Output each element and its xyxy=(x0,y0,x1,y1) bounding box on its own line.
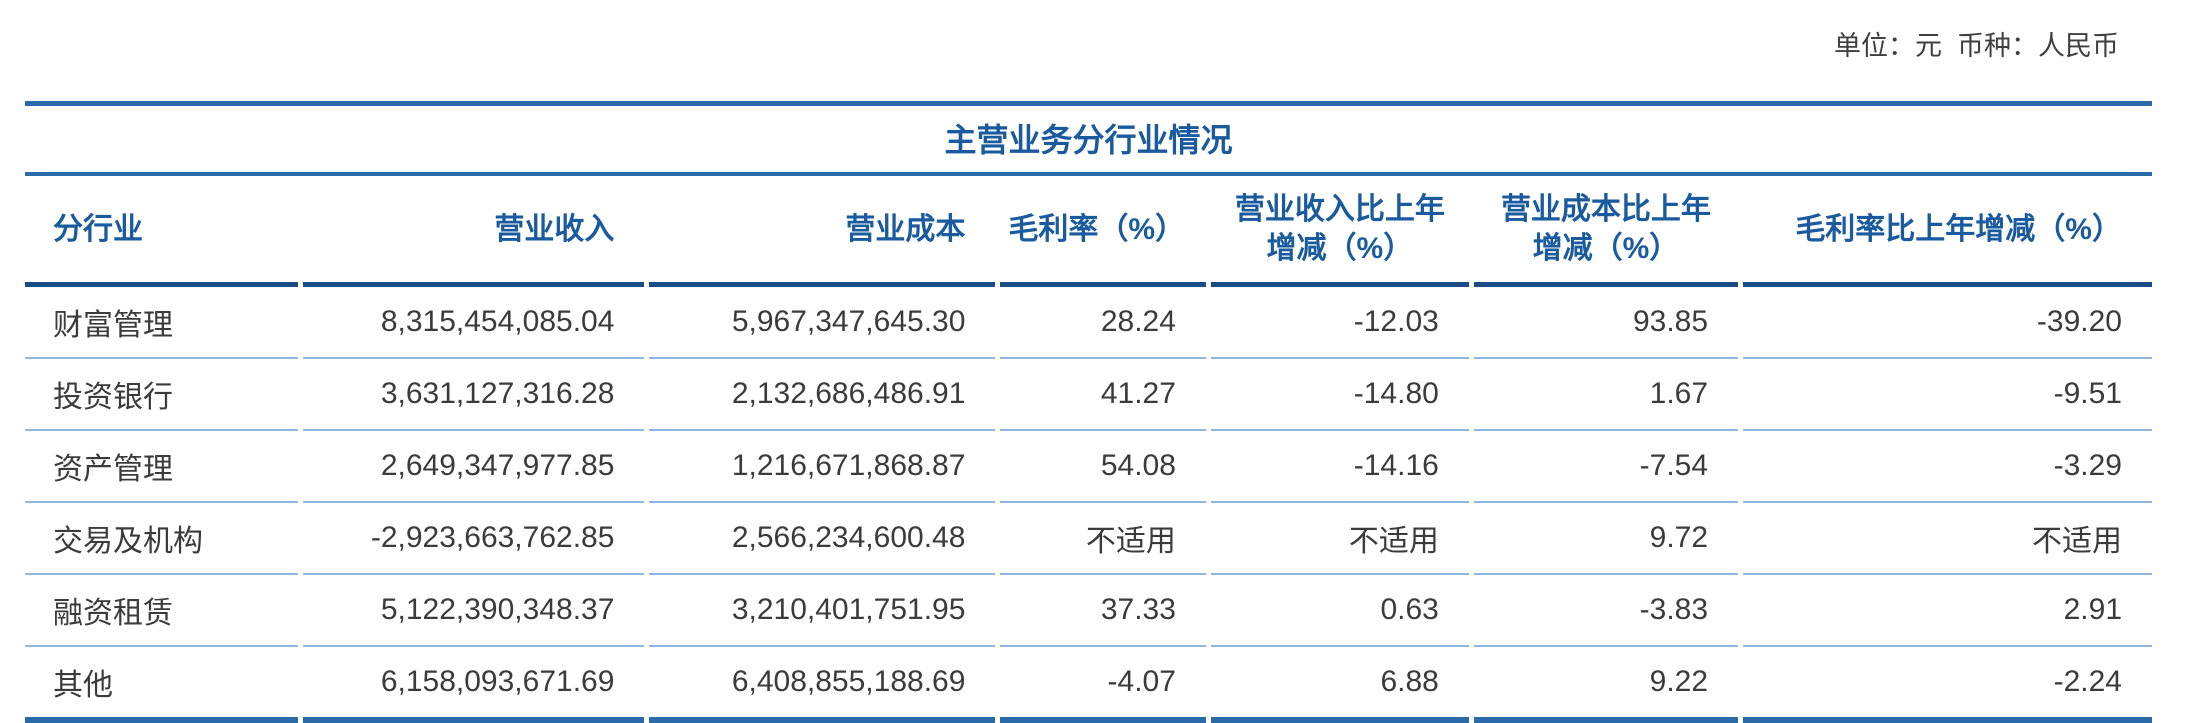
cell-industry: 交易及机构 xyxy=(25,503,298,575)
cell-gross-margin: 41.27 xyxy=(1000,359,1206,431)
table-header-row: 分行业 营业收入 营业成本 毛利率（%） 营业收入比上年 增减（%） 营业成本比… xyxy=(25,176,2152,287)
table-row: 交易及机构 -2,923,663,762.85 2,566,234,600.48… xyxy=(25,503,2152,575)
cell-cost-yoy: -7.54 xyxy=(1473,431,1739,503)
cell-gross-margin: 54.08 xyxy=(1000,431,1206,503)
col-header-cost: 营业成本 xyxy=(649,176,996,287)
cell-cost: 1,216,671,868.87 xyxy=(649,431,996,503)
col-header-revenue-yoy-change: 营业收入比上年 增减（%） xyxy=(1210,176,1469,287)
cell-margin-yoy: 不适用 xyxy=(1743,503,2152,575)
col-header-margin-yoy-change: 毛利率比上年增减（%） xyxy=(1743,176,2152,287)
table-row: 投资银行 3,631,127,316.28 2,132,686,486.91 4… xyxy=(25,359,2152,431)
cell-revenue: 2,649,347,977.85 xyxy=(302,431,645,503)
cell-cost-yoy: 1.67 xyxy=(1473,359,1739,431)
cell-cost-yoy: -3.83 xyxy=(1473,575,1739,647)
col-header-cost-yoy-change: 营业成本比上年 增减（%） xyxy=(1473,176,1739,287)
industry-segment-table: 主营业务分行业情况 分行业 营业收入 营业成本 毛利率（%） 营业收入比上年 增… xyxy=(20,101,2157,723)
cell-revenue: 6,158,093,671.69 xyxy=(302,647,645,723)
cell-revenue: 5,122,390,348.37 xyxy=(302,575,645,647)
cell-gross-margin: -4.07 xyxy=(1000,647,1206,723)
table-row: 融资租赁 5,122,390,348.37 3,210,401,751.95 3… xyxy=(25,575,2152,647)
cell-cost: 5,967,347,645.30 xyxy=(649,287,996,359)
cell-gross-margin: 不适用 xyxy=(1000,503,1206,575)
col-header-industry: 分行业 xyxy=(25,176,298,287)
cell-revenue: 3,631,127,316.28 xyxy=(302,359,645,431)
cell-revenue-yoy: 不适用 xyxy=(1210,503,1469,575)
cell-industry: 其他 xyxy=(25,647,298,723)
cell-cost: 2,132,686,486.91 xyxy=(649,359,996,431)
table-title: 主营业务分行业情况 xyxy=(25,101,2152,176)
cell-revenue: 8,315,454,085.04 xyxy=(302,287,645,359)
cell-cost-yoy: 93.85 xyxy=(1473,287,1739,359)
cell-margin-yoy: 2.91 xyxy=(1743,575,2152,647)
col-header-revenue: 营业收入 xyxy=(302,176,645,287)
table-row: 其他 6,158,093,671.69 6,408,855,188.69 -4.… xyxy=(25,647,2152,723)
cell-revenue-yoy: -12.03 xyxy=(1210,287,1469,359)
table-row: 财富管理 8,315,454,085.04 5,967,347,645.30 2… xyxy=(25,287,2152,359)
cell-margin-yoy: -39.20 xyxy=(1743,287,2152,359)
cell-industry: 投资银行 xyxy=(25,359,298,431)
cell-revenue-yoy: -14.16 xyxy=(1210,431,1469,503)
cell-cost: 2,566,234,600.48 xyxy=(649,503,996,575)
col-header-gross-margin: 毛利率（%） xyxy=(1000,176,1206,287)
unit-currency-label: 单位：元 币种：人民币 xyxy=(1833,31,2119,61)
cell-cost-yoy: 9.72 xyxy=(1473,503,1739,575)
cell-gross-margin: 28.24 xyxy=(1000,287,1206,359)
cell-cost: 3,210,401,751.95 xyxy=(649,575,996,647)
cell-margin-yoy: -9.51 xyxy=(1743,359,2152,431)
table-row: 资产管理 2,649,347,977.85 1,216,671,868.87 5… xyxy=(25,431,2152,503)
cell-margin-yoy: -2.24 xyxy=(1743,647,2152,723)
cell-industry: 资产管理 xyxy=(25,431,298,503)
cell-revenue-yoy: 0.63 xyxy=(1210,575,1469,647)
table-title-row: 主营业务分行业情况 xyxy=(25,101,2152,176)
cell-margin-yoy: -3.29 xyxy=(1743,431,2152,503)
cell-revenue-yoy: 6.88 xyxy=(1210,647,1469,723)
cell-industry: 融资租赁 xyxy=(25,575,298,647)
cell-revenue-yoy: -14.80 xyxy=(1210,359,1469,431)
cell-cost-yoy: 9.22 xyxy=(1473,647,1739,723)
cell-cost: 6,408,855,188.69 xyxy=(649,647,996,723)
cell-industry: 财富管理 xyxy=(25,287,298,359)
cell-revenue: -2,923,663,762.85 xyxy=(302,503,645,575)
cell-gross-margin: 37.33 xyxy=(1000,575,1206,647)
